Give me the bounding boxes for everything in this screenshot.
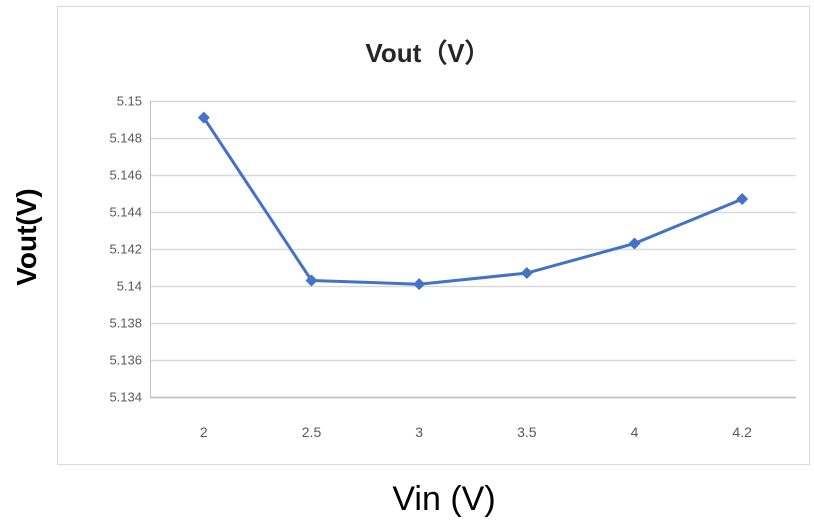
y-tick-label: 5.148 bbox=[109, 131, 142, 146]
y-tick-label: 5.134 bbox=[109, 390, 142, 405]
y-tick-label: 5.144 bbox=[109, 205, 142, 220]
x-tick-label: 2 bbox=[200, 424, 208, 440]
x-tick-labels: 2 2.5 3 3.5 4 4.2 bbox=[200, 424, 752, 440]
y-tick-label: 5.14 bbox=[117, 279, 142, 294]
x-tick-label: 2.5 bbox=[302, 424, 322, 440]
y-tick-label: 5.15 bbox=[117, 94, 142, 109]
x-tick-label: 4.2 bbox=[732, 424, 752, 440]
x-axis-title: Vin (V) bbox=[392, 480, 495, 518]
data-point bbox=[736, 193, 749, 206]
series-line bbox=[202, 116, 743, 286]
data-point bbox=[628, 237, 641, 250]
y-tick-label: 5.136 bbox=[109, 353, 142, 368]
y-tick-label: 5.142 bbox=[109, 242, 142, 257]
chart-title: Vout（V） bbox=[365, 38, 490, 68]
y-tick-label: 5.138 bbox=[109, 316, 142, 331]
y-axis-title: Vout(V) bbox=[11, 188, 42, 285]
data-point bbox=[197, 111, 210, 124]
axes bbox=[150, 101, 796, 399]
x-tick-label: 4 bbox=[631, 424, 639, 440]
chart-frame bbox=[57, 6, 810, 465]
series-vout bbox=[197, 111, 749, 291]
x-tick-label: 3.5 bbox=[517, 424, 537, 440]
x-tick-label: 3 bbox=[415, 424, 423, 440]
data-point bbox=[305, 274, 318, 287]
y-tick-labels: 5.15 5.148 5.146 5.144 5.142 5.14 5.138 5.136 5.… bbox=[109, 94, 142, 405]
data-point bbox=[413, 278, 426, 291]
data-point bbox=[520, 267, 533, 280]
y-tick-label: 5.146 bbox=[109, 168, 142, 183]
